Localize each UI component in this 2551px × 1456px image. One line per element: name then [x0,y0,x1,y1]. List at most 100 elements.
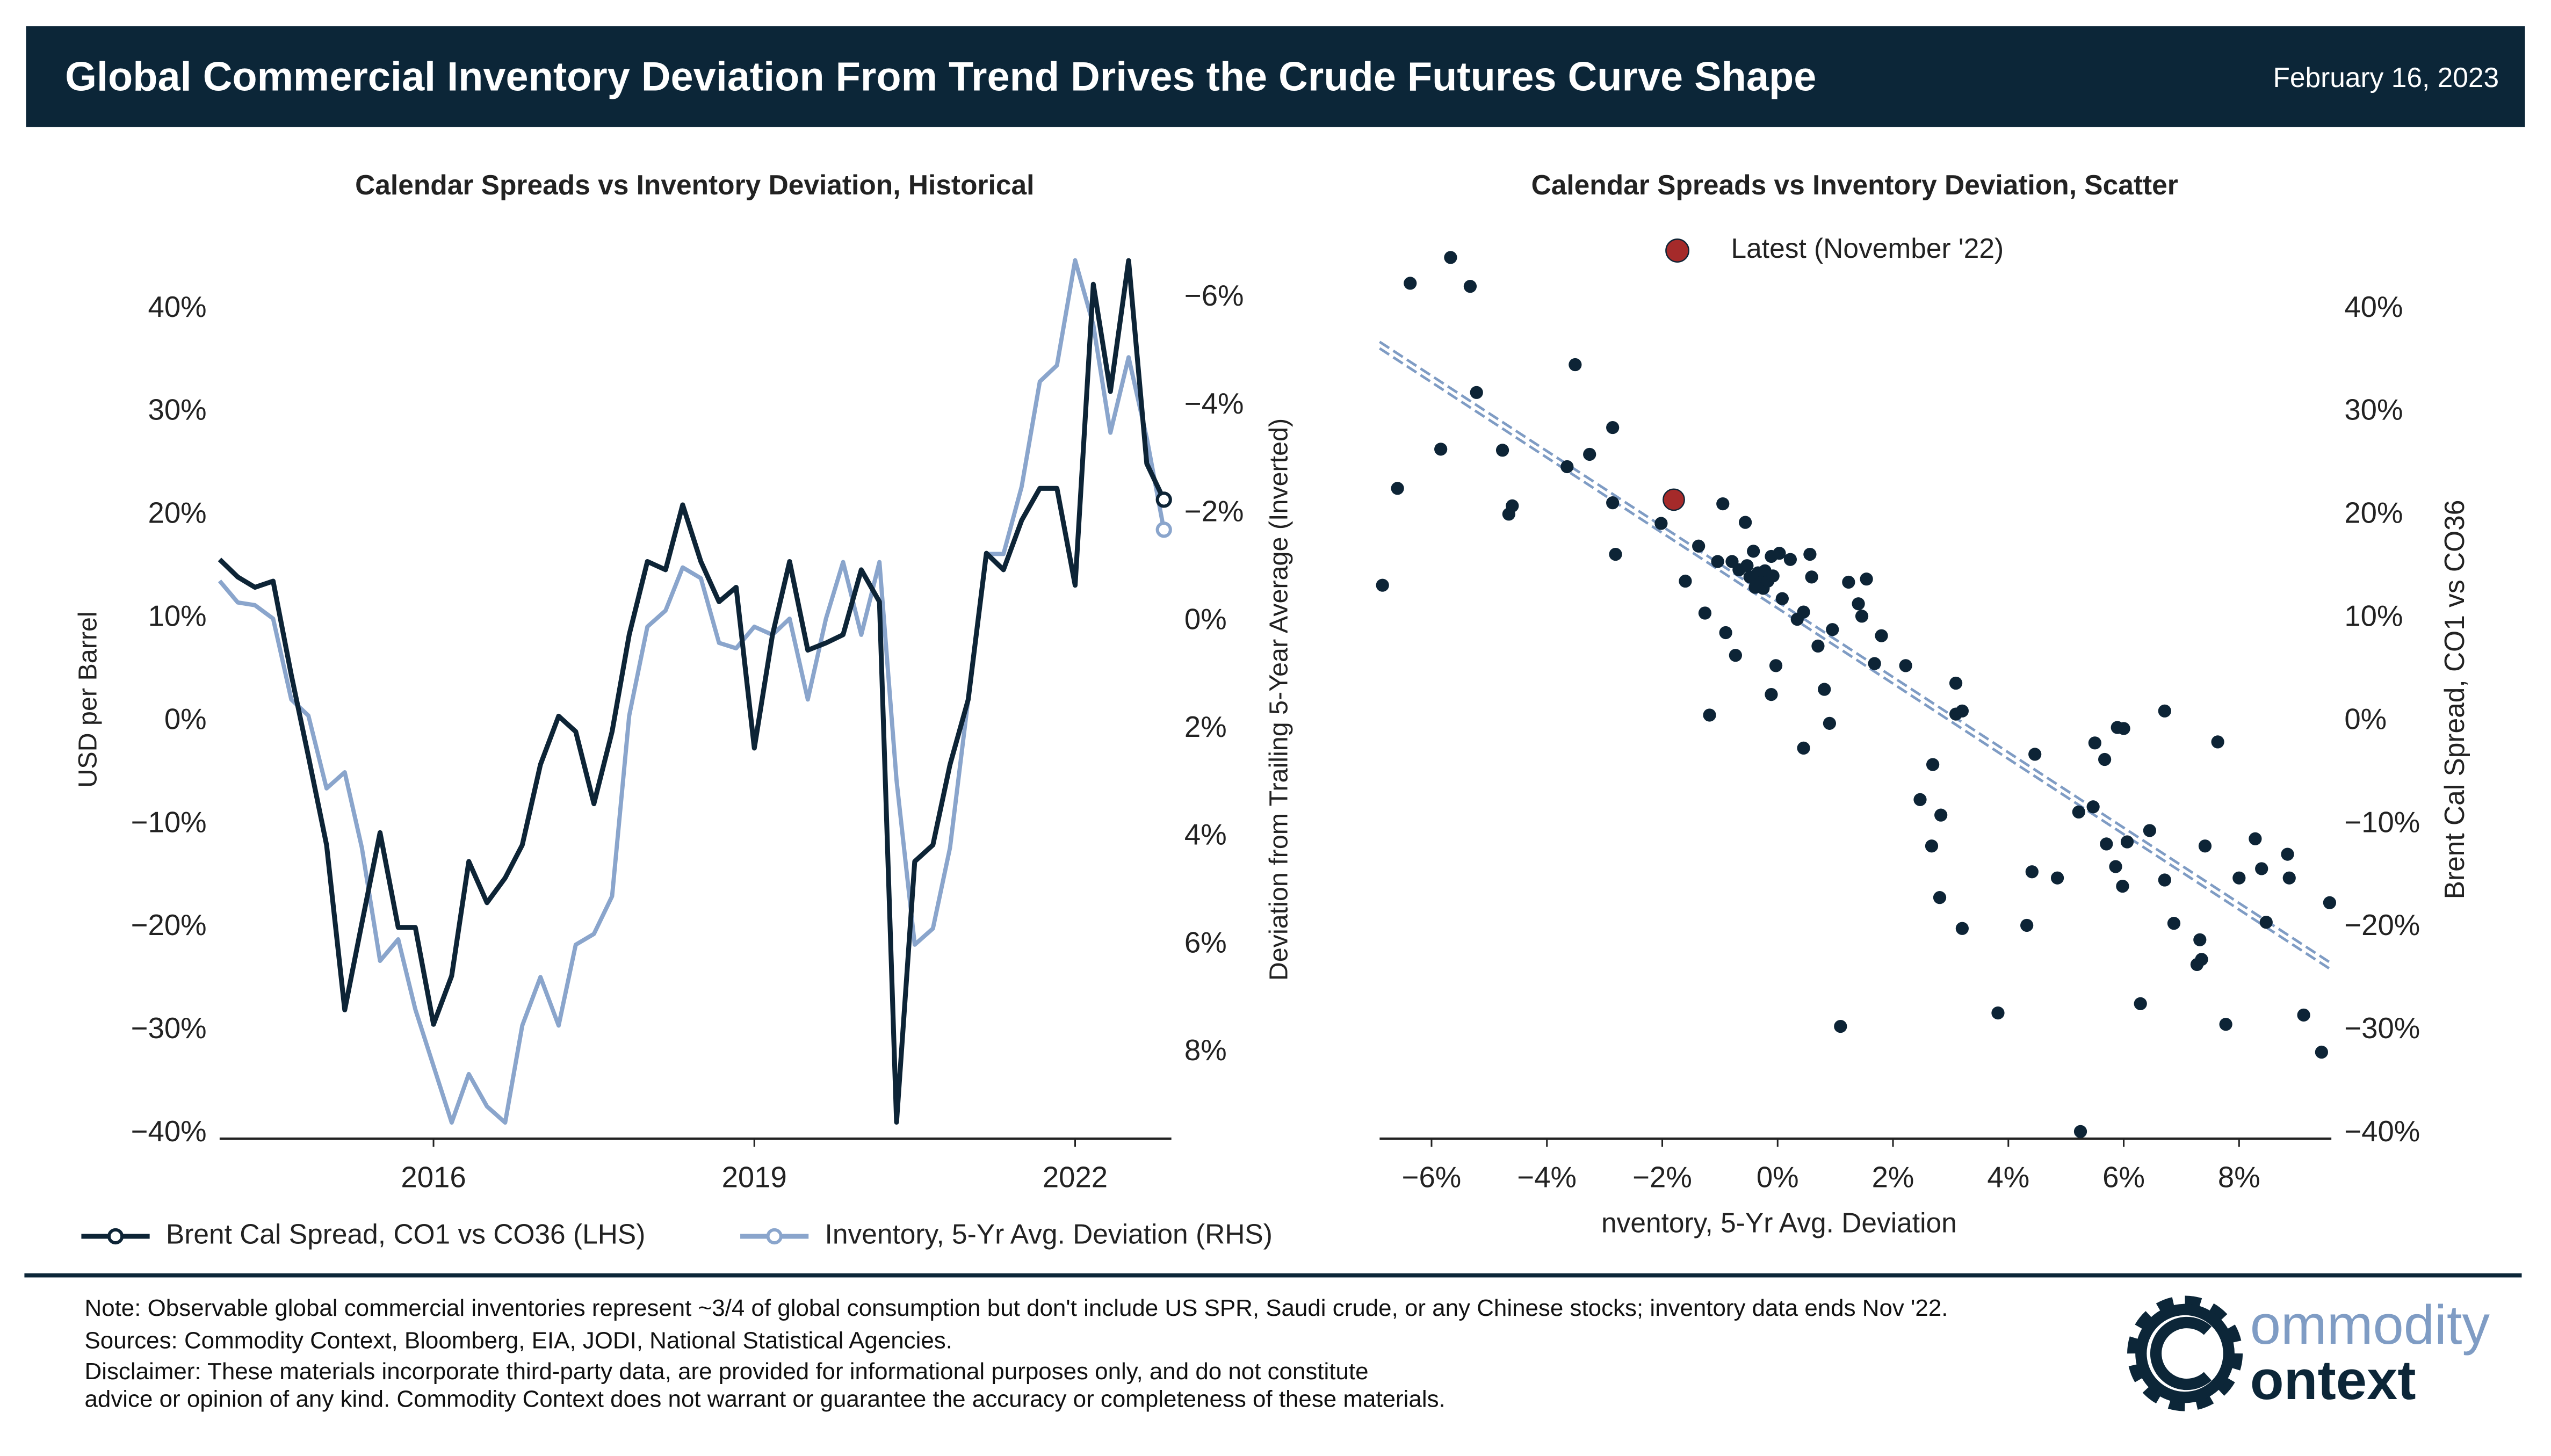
point [1766,569,1780,583]
point [2281,847,2294,861]
point [1826,623,1839,636]
point [1444,251,1457,264]
x-tick-label: 2022 [1043,1161,1108,1193]
point [1955,922,1969,935]
chart-title: Calendar Spreads vs Inventory Deviation,… [1531,169,2178,200]
logo-c [2150,1316,2212,1390]
page-title: Global Commercial Inventory Deviation Fr… [65,54,1816,100]
x-tick-label: −6% [1402,1161,1462,1193]
point [2072,805,2085,819]
y-tick-label: −40% [131,1115,207,1148]
point [2117,722,2130,735]
point [2193,933,2207,946]
point [1729,649,1742,662]
point [1797,741,1810,755]
point [2120,835,2134,849]
point [1506,499,1519,513]
y-tick-label: 40% [148,291,207,323]
line [218,258,1166,1125]
point [1609,547,1622,561]
point [1495,444,1509,457]
point [1470,386,1483,399]
logo-text: ontext [2250,1349,2416,1411]
trend-line [1379,347,2332,971]
x-tick-label: 0% [1757,1161,1799,1193]
point [2100,837,2113,851]
point [1560,460,1574,474]
y2-tick-label: 0% [1184,603,1227,635]
point [1404,277,1417,290]
y-tick-label: 20% [2344,497,2403,530]
point [1719,626,1732,640]
point [2255,862,2268,875]
point [1775,592,1789,605]
y-tick-label: 10% [2344,600,2403,633]
y-tick-label: −20% [2344,909,2420,941]
x-tick-label: 2019 [722,1161,787,1193]
point [2195,953,2208,966]
point [1805,570,1818,584]
point [1860,573,1873,586]
point [2158,873,2171,887]
highlight-point [1663,488,1685,511]
point [1769,659,1783,672]
point [2297,1008,2310,1022]
logo: ommodity ontext [2127,1294,2490,1411]
point [1711,555,1724,568]
point [2143,824,2156,837]
point [2134,997,2147,1010]
point [2028,748,2042,761]
point [2249,832,2262,845]
point [1391,482,1404,495]
point [1606,496,1620,510]
point [2315,1045,2328,1059]
point [1868,657,1881,670]
point [2323,896,2337,909]
x-tick-label: −4% [1517,1161,1577,1193]
point [1899,659,1912,672]
point [2198,839,2212,853]
y-tick-label: −10% [131,806,207,838]
y-tick-label: 30% [2344,394,2403,426]
legend-swatch [107,1228,124,1245]
point [1698,606,1712,620]
y-tick-label: 40% [2344,291,2403,323]
point [1765,687,1778,701]
y-tick-label: −30% [131,1012,207,1045]
logo-text: ommodity [2250,1294,2490,1356]
point [1955,704,1969,718]
line [218,258,1166,1125]
point [1654,517,1668,530]
x-tick-label: 2016 [401,1161,466,1193]
sources: Sources: Commodity Context, Bloomberg, E… [84,1327,952,1353]
legend-swatch [1665,238,1690,263]
point [1875,629,1888,642]
point [1747,545,1760,558]
point [1811,639,1825,653]
legend-label: Brent Cal Spread, CO1 vs CO36 (LHS) [166,1219,645,1250]
point [1740,559,1754,573]
point [1933,891,1947,904]
y-axis-label: Brent Cal Spread, CO1 vs CO36 [2439,500,2470,900]
point [1703,708,1716,722]
y2-tick-label: 2% [1184,711,1227,743]
chart-title: Calendar Spreads vs Inventory Deviation,… [355,169,1034,200]
y2-tick-label: 8% [1184,1034,1227,1067]
y-tick-label: 0% [2344,702,2387,735]
point [1773,547,1786,560]
point [2259,916,2273,929]
x-tick-label: 2% [1872,1161,1914,1193]
y-tick-label: 10% [148,600,207,633]
point [2088,736,2101,750]
point [2020,918,2034,932]
y2-tick-label: −2% [1184,495,1244,528]
legend-label: Latest (November '22) [1731,233,2004,264]
point [1606,421,1620,434]
point [1434,443,1448,456]
point [2116,879,2129,893]
point [1926,758,1940,771]
y-tick-label: 30% [148,394,207,426]
y-tick-label: −10% [2344,806,2420,838]
point [1949,676,1963,690]
y-tick-label: −20% [131,909,207,941]
